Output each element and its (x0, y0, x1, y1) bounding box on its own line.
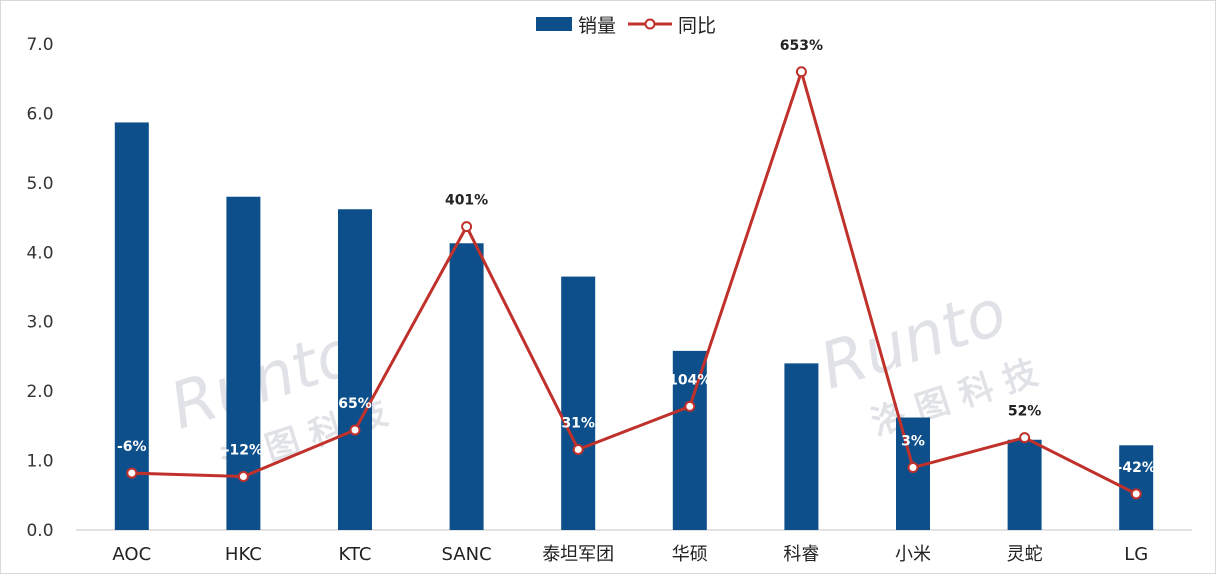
x-tick-label: 华硕 (672, 544, 708, 565)
bar (449, 243, 484, 530)
data-label: 52% (1008, 404, 1042, 420)
data-label: 401% (445, 193, 488, 209)
data-label: -12% (224, 443, 263, 459)
line-point (684, 400, 696, 412)
bar (114, 122, 149, 530)
y-tick-label: 5.0 (26, 174, 53, 194)
line-point (461, 221, 473, 233)
legend-bar-label: 销量 (578, 14, 617, 37)
y-tick-label: 0.0 (26, 521, 53, 541)
y-tick-label: 2.0 (26, 382, 53, 402)
legend-bar-swatch (536, 17, 572, 31)
bar-series (114, 122, 1154, 531)
y-tick-label: 6.0 (26, 104, 53, 124)
line-series (126, 66, 1142, 500)
x-tick-label: 灵蛇 (1007, 544, 1043, 565)
x-tick-label: HKC (225, 544, 262, 565)
bar (672, 350, 707, 530)
line-point (795, 66, 807, 78)
data-label: 31% (561, 415, 595, 431)
x-tick-label: 科睿 (783, 544, 819, 565)
legend-item-bar: 销量 (536, 11, 616, 38)
data-label: 104% (668, 372, 711, 388)
legend: 销量 同比 (536, 11, 728, 38)
y-tick-label: 7.0 (26, 35, 53, 55)
line-point (1130, 488, 1142, 500)
data-label: 653% (780, 38, 823, 54)
data-labels: -6% -12% 65% 401% 31% 104% 653% 3% 52% -42% (117, 38, 1156, 476)
bar (561, 276, 596, 530)
line-point (237, 471, 249, 483)
x-tick-label: LG (1124, 544, 1148, 565)
line-point (907, 462, 919, 474)
data-label: 65% (338, 396, 372, 412)
line-point (349, 424, 361, 436)
line-point (126, 467, 138, 479)
x-tick-label: SANC (442, 544, 492, 565)
legend-item-line: 同比 (628, 11, 716, 38)
yoy-line (131, 70, 1137, 496)
y-tick-label: 3.0 (26, 313, 53, 333)
legend-line-swatch (628, 18, 673, 30)
y-tick-label: 1.0 (26, 452, 53, 472)
y-axis: 0.0 1.0 2.0 3.0 4.0 5.0 6.0 7.0 (26, 35, 53, 541)
legend-line-label: 同比 (678, 14, 717, 37)
data-label: 3% (901, 434, 925, 450)
line-point (572, 443, 584, 455)
bar (896, 417, 930, 530)
x-tick-label: KTC (339, 544, 372, 565)
data-label: -6% (117, 439, 147, 455)
line-point (1019, 432, 1031, 444)
bar (338, 209, 372, 531)
x-tick-label: 小米 (895, 544, 931, 565)
bar (1007, 439, 1042, 530)
x-axis: AOC HKC KTC SANC 泰坦军团 华硕 科睿 小米 灵蛇 LG (76, 529, 1192, 565)
x-tick-label: 泰坦军团 (542, 544, 614, 565)
bar (784, 363, 819, 530)
data-label: -42% (1117, 460, 1156, 476)
y-tick-label: 4.0 (26, 243, 53, 263)
x-tick-label: AOC (112, 544, 151, 565)
